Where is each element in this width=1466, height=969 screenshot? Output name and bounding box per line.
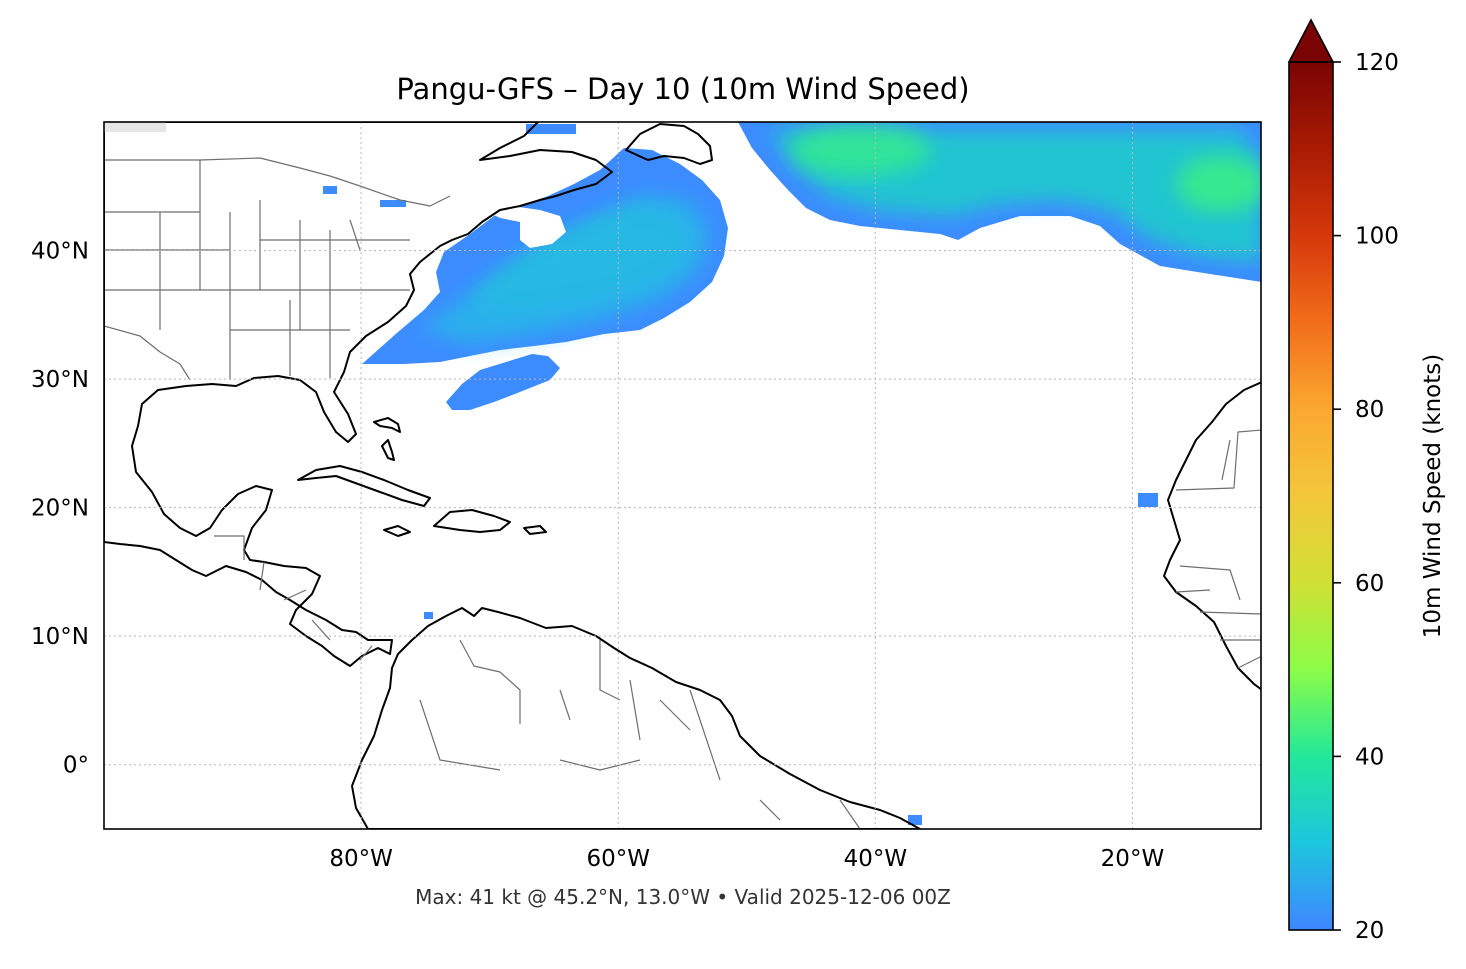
- longitude-ticks: 80°W 60°W 40°W 20°W: [329, 846, 1164, 872]
- africa-borders: [1175, 429, 1261, 669]
- colorbar-tick-label: 120: [1355, 50, 1399, 76]
- colorbar-tick-label: 100: [1355, 224, 1399, 250]
- lon-tick-label: 80°W: [329, 846, 393, 872]
- south-america-borders: [419, 639, 861, 829]
- newfoundland-land: [625, 123, 713, 165]
- lat-tick-label: 30°N: [31, 367, 89, 393]
- cuba-land: [297, 465, 431, 507]
- political-borders: [104, 157, 1261, 829]
- map-frame: [103, 121, 1262, 830]
- wind-speckle-caribbean: [424, 612, 433, 619]
- colorbar-extend-triangle: [1287, 18, 1335, 63]
- wind-region-bermuda-tail: [446, 354, 560, 410]
- south-america-land: [351, 607, 921, 829]
- wind-speckle-saint-lawrence: [526, 124, 576, 134]
- map-area: [104, 122, 1261, 829]
- lon-tick-label: 40°W: [844, 846, 908, 872]
- colorbar-label: 10m Wind Speed (knots): [1420, 354, 1446, 638]
- africa-land: [1163, 381, 1261, 691]
- us-canada-border: [104, 157, 451, 207]
- bahamas-land-2: [381, 439, 395, 461]
- us-state-borders: [104, 160, 410, 380]
- greenland-edge-land: [104, 122, 166, 132]
- colorbar-tick-label: 20: [1355, 918, 1384, 944]
- wind-speckle-brazil: [908, 815, 922, 825]
- jamaica-land: [383, 525, 411, 537]
- lat-tick-label: 0°: [63, 753, 89, 779]
- lat-tick-label: 40°N: [31, 239, 89, 265]
- colorbar-gradient: [1289, 62, 1333, 930]
- lat-tick-label: 10°N: [31, 624, 89, 650]
- wind-speckle-lake-huron: [323, 186, 337, 194]
- colorbar-ticks: 20 40 60 80 100 120: [1333, 50, 1399, 944]
- colorbar-tick-label: 40: [1355, 744, 1384, 770]
- colorbar-tick-label: 60: [1355, 571, 1384, 597]
- central-america-borders: [214, 535, 373, 661]
- wind-gap-gulf-of-maine: [488, 206, 566, 248]
- bahamas-land: [373, 417, 401, 433]
- latitude-ticks: 40°N 30°N 20°N 10°N 0°: [31, 239, 89, 779]
- lon-tick-label: 60°W: [586, 846, 650, 872]
- wind-max-core-east: [1176, 156, 1261, 212]
- map-footer: Max: 41 kt @ 45.2°N, 13.0°W • Valid 2025…: [415, 885, 951, 909]
- puerto-rico-land: [523, 525, 547, 535]
- wind-region-us-east-coast-mid: [420, 196, 710, 344]
- wind-speed-field: [323, 122, 1261, 825]
- colorbar-tick-label: 80: [1355, 397, 1384, 423]
- colorbar-frame: [1288, 61, 1334, 931]
- hispaniola-land: [433, 509, 511, 533]
- wind-speckle-lake-ontario: [380, 200, 406, 207]
- land-masses: [104, 122, 1261, 829]
- map-title: Pangu-GFS – Day 10 (10m Wind Speed): [396, 72, 969, 106]
- colorbar: 20 40 60 80 100 120 10m Wind Speed (knots): [1287, 18, 1446, 944]
- wind-max-core-central: [790, 124, 930, 176]
- wind-speckle-canaries: [1138, 493, 1158, 507]
- north-america-land: [104, 122, 613, 667]
- us-mexico-border: [104, 325, 191, 381]
- lat-tick-label: 20°N: [31, 496, 89, 522]
- lon-tick-label: 20°W: [1101, 846, 1165, 872]
